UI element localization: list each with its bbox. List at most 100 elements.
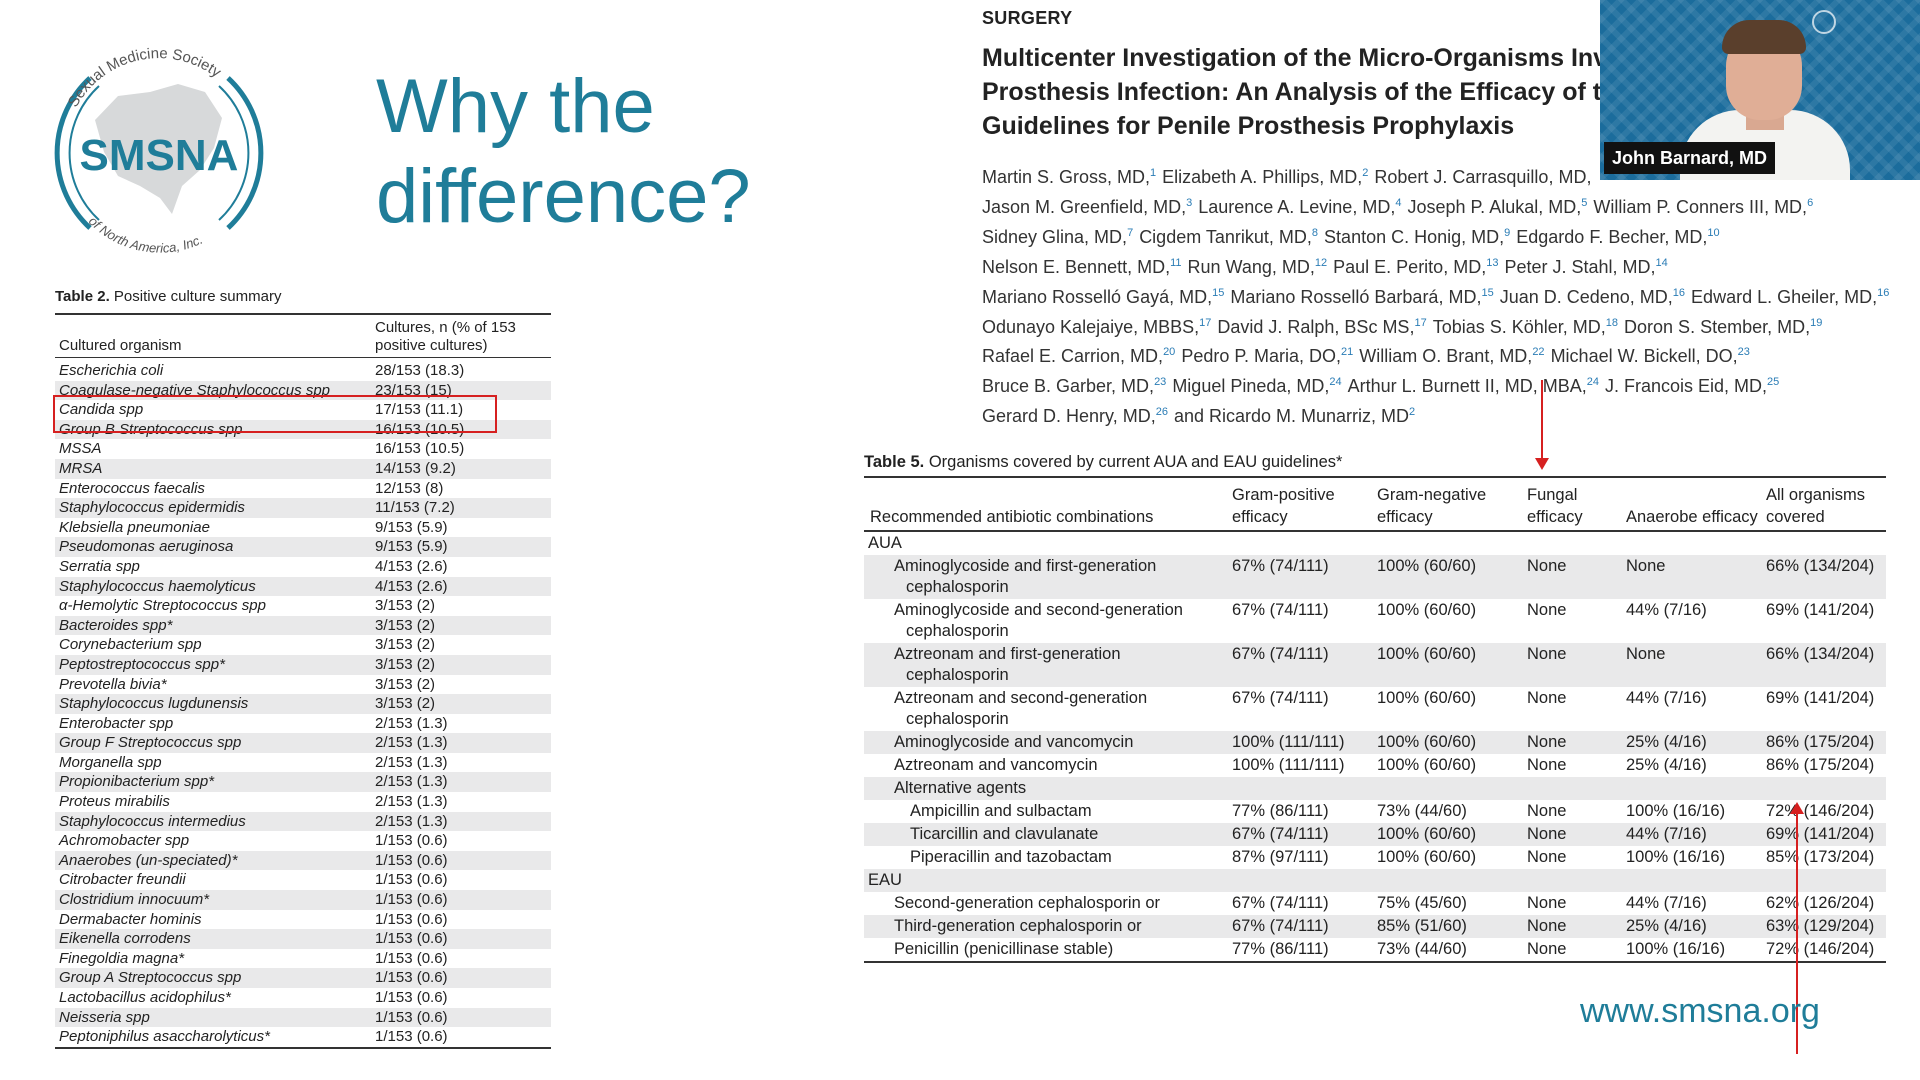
table-5: Table 5. Organisms covered by current AU… [864,453,1886,963]
efficacy: 100% (16/16) [1626,940,1726,958]
table-row: Morganella spp 2/153 (1.3) [55,753,551,773]
efficacy: 44% (7/16) [1626,689,1707,707]
table-row: Bacteroides spp* 3/153 (2) [55,615,551,636]
caption: Table 2. Positive culture summary [55,288,551,305]
author-line: Jason M. Greenfield, MD,3 Laurence A. Lev… [982,191,1920,221]
video-feed: John Barnard, MD [1600,0,1920,180]
efficacy: 85% (51/60) [1373,915,1523,938]
author-name: Run Wang, MD, [1187,256,1315,277]
organism: Enterobacter spp [59,714,174,732]
efficacy: 100% (60/60) [1373,555,1523,599]
organism: Pseudomonas aeruginosa [55,537,371,557]
organism: Peptostreptococcus spp* [55,654,371,675]
group-row: Alternative agents [864,777,1886,800]
culture-count: 1/153 (0.6) [375,989,448,1006]
annotation-line [1541,380,1543,460]
group-text: Alternative agents [894,779,1027,797]
table-row: Group B Streptococcus spp 16/153 (10.5) [55,419,551,440]
organism: Group B Streptococcus spp [55,419,371,440]
group-row: EAU [864,869,1886,892]
author-name: David J. Ralph, BSc MS, [1217,316,1415,337]
caption-text: Positive culture summary [113,288,282,305]
watermark-logo [1812,10,1836,34]
efficacy: 67% (74/111) [1232,601,1329,619]
table-row: MSSA 16/153 (10.5) [55,439,551,459]
caption-label: Table 5. [864,453,925,471]
table-row: Pseudomonas aeruginosa 9/153 (5.9) [55,537,551,557]
author-name: Nelson E. Bennett, MD, [982,256,1171,277]
efficacy: 69% (141/204) [1766,601,1875,619]
author-name: Sidney Glina, MD, [982,226,1128,247]
table-row: Staphylococcus haemolyticus 4/153 (2.6) [55,576,551,597]
efficacy: 67% (74/111) [1228,643,1373,687]
author-name: Martin S. Gross, MD, [982,167,1151,187]
culture-count: 2/153 (1.3) [371,772,551,793]
affiliation: 16 [1672,286,1686,299]
combination: Penicillin (penicillinase stable) [864,938,1228,962]
combination: Aztreonam and vancomycin [864,754,1228,777]
affiliation: 4 [1395,196,1402,209]
affiliation: 6 [1807,196,1814,209]
table-row: Enterococcus faecalis 12/153 (8) [55,479,551,499]
author-line: Odunayo Kalejaiye, MBBS,17 David J. Ralph… [982,311,1920,341]
author-name: Miguel Pineda, MD, [1172,376,1330,397]
efficacy: None [1527,848,1567,866]
affiliation: 15 [1481,286,1494,299]
culture-table: Cultured organism Cultures, n (% of 153 p… [55,313,551,1049]
combination-text: Third-generation cephalosporin or [894,917,1142,935]
culture-count: 2/153 (1.3) [375,793,448,811]
efficacy: 100% (60/60) [1373,643,1523,687]
author-line: Sidney Glina, MD,7 Cigdem Tanrikut, MD,8 S… [982,221,1920,251]
highlight-box [53,395,497,433]
organism: Finegoldia magna* [59,949,185,967]
combination: Aminoglycoside and first-generation ceph… [864,555,1228,599]
column-header: Recommended antibiotic combinations [864,477,1228,532]
column-header: Fungal efficacy [1523,477,1622,532]
efficacy: 100% (60/60) [1377,756,1477,774]
efficacy: 25% (4/16) [1622,915,1762,938]
affiliation: 10 [1707,226,1720,239]
combination-text: Penicillin (penicillinase stable) [894,940,1114,958]
annotation-arrow [1790,802,1804,814]
culture-count: 2/153 (1.3) [375,714,448,732]
affiliation: 3 [1186,196,1193,209]
affiliation: 26 [1155,406,1168,419]
author-name: Pedro P. Maria, DO, [1181,346,1342,367]
annotation-line [1796,812,1798,1054]
author-name: Paul E. Perito, MD, [1333,256,1487,277]
group-label: Alternative agents [864,777,1886,800]
table-row: Prevotella bivia* 3/153 (2) [55,675,551,695]
table-row: Penicillin (penicillinase stable) 77% (86… [864,938,1886,962]
organism: Eikenella corrodens [55,929,371,949]
column-header: Anaerobe efficacy [1622,477,1762,532]
logo-name: SMSNA [80,131,239,180]
author-line: Bruce B. Garber, MD,23 Miguel Pineda, MD,… [982,370,1920,400]
table-row: Staphylococcus epidermidis 11/153 (7.2) [55,498,551,518]
author-name: Edward L. Gheiler, MD, [1691,286,1878,307]
organism: Citrobacter freundii [59,871,186,889]
organism: Group F Streptococcus spp [55,733,371,753]
organism: Staphylococcus lugdunensis [55,694,371,714]
organism: Staphylococcus epidermidis [55,498,371,518]
combination: Aminoglycoside and vancomycin [864,731,1228,754]
author-name: Gerard D. Henry, MD, [982,406,1156,427]
annotation-arrow [1535,458,1549,470]
combination: Aztreonam and second-generation cephalos… [864,687,1228,731]
logo-bottom-text: of North America, Inc. [86,213,205,255]
efficacy: None [1523,555,1622,599]
logo-arc [226,76,264,230]
culture-count: 11/153 (7.2) [371,498,551,518]
combination: Third-generation cephalosporin or [864,915,1228,938]
organism: MSSA [59,440,102,458]
table-row: Serratia spp 4/153 (2.6) [55,557,551,577]
column-header: All organisms covered [1762,477,1886,532]
affiliation: 23 [1737,346,1750,359]
affiliation: 14 [1655,256,1668,269]
table-row: Aztreonam and second-generation cephalos… [864,687,1886,731]
logo-bottom-text: of North America, Inc. [86,213,205,255]
author-name: Odunayo Kalejaiye, MBBS, [982,316,1200,337]
affiliation: 5 [1581,196,1588,209]
table-row: Anaerobes (un-speciated)* 1/153 (0.6) [55,850,551,871]
efficacy: 63% (129/204) [1762,915,1886,938]
